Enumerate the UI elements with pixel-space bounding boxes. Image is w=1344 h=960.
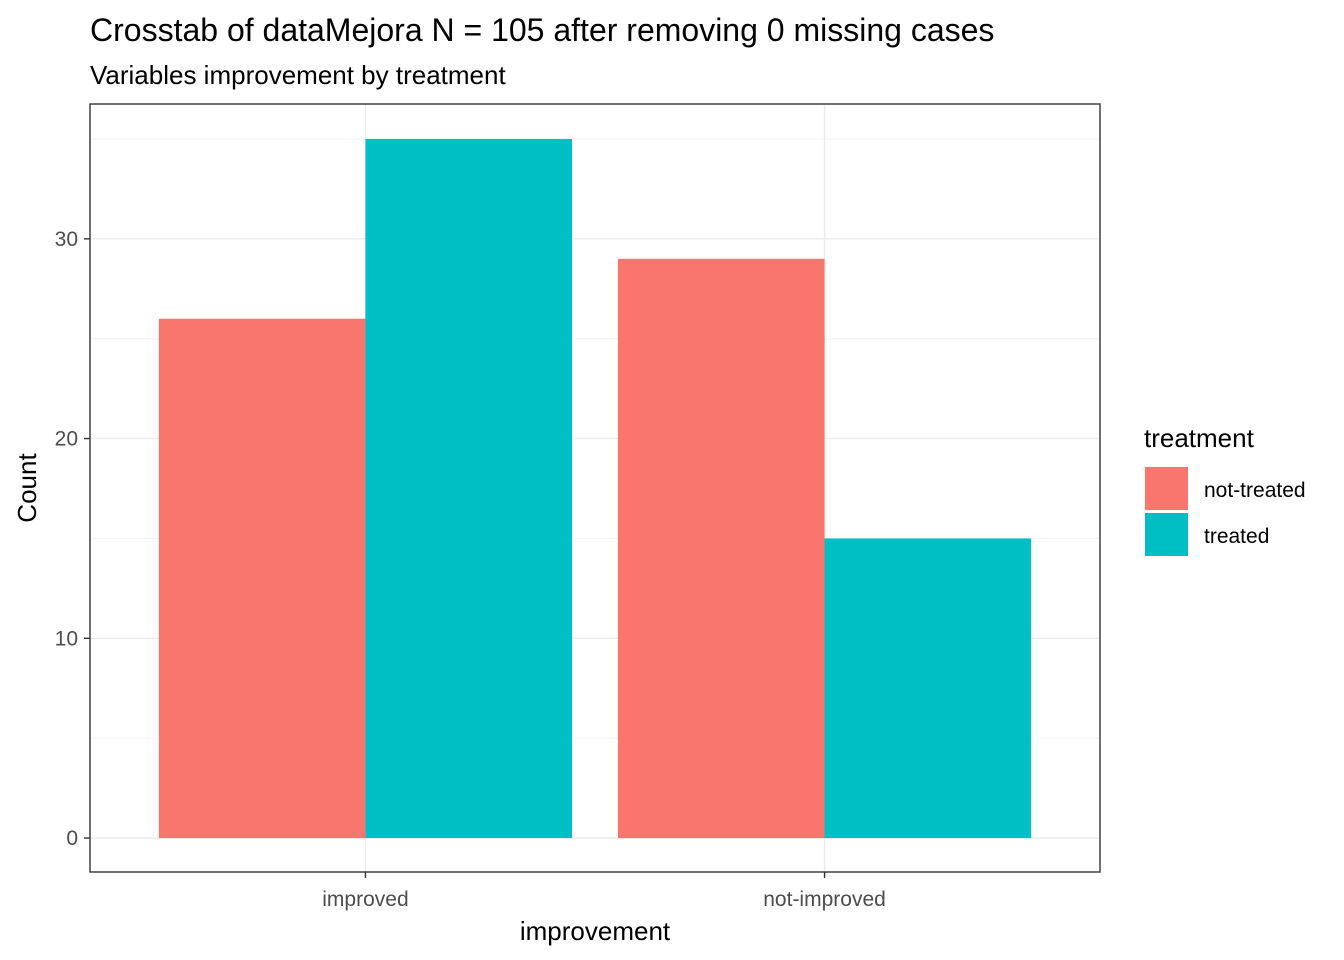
legend: treatment not-treated treated [1144, 423, 1306, 556]
y-axis: 0 10 20 30 [55, 228, 90, 850]
x-axis-title: improvement [520, 916, 671, 946]
x-tick-label: improved [322, 888, 408, 911]
legend-key-treated [1145, 513, 1188, 556]
y-tick-label: 20 [55, 428, 78, 451]
bars [158, 138, 1032, 839]
y-tick-label: 30 [55, 228, 78, 251]
legend-title: treatment [1144, 423, 1255, 453]
x-axis: improved not-improved [322, 872, 886, 911]
plot-panel [89, 103, 1101, 873]
chart-subtitle: Variables improvement by treatment [90, 60, 506, 90]
bar-treated-not-improved [824, 538, 1032, 839]
legend-key-not-treated [1145, 467, 1188, 510]
panel-border [89, 103, 1101, 873]
legend-label-not-treated: not-treated [1204, 479, 1306, 502]
chart-title: Crosstab of dataMejora N = 105 after rem… [90, 12, 994, 48]
bar-not-treated-not-improved [617, 258, 825, 839]
legend-items: not-treated treated [1145, 467, 1306, 556]
y-tick-label: 10 [55, 627, 78, 650]
y-axis-title: Count [12, 453, 42, 523]
x-tick-label: not-improved [763, 888, 886, 911]
bar-not-treated-improved [158, 318, 366, 839]
bar-treated-improved [365, 138, 573, 839]
legend-label-treated: treated [1204, 525, 1269, 548]
y-tick-label: 0 [66, 827, 78, 850]
